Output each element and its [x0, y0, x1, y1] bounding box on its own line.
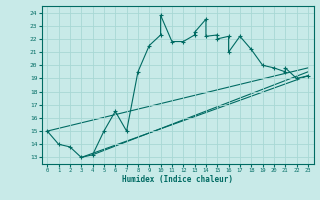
X-axis label: Humidex (Indice chaleur): Humidex (Indice chaleur): [122, 175, 233, 184]
